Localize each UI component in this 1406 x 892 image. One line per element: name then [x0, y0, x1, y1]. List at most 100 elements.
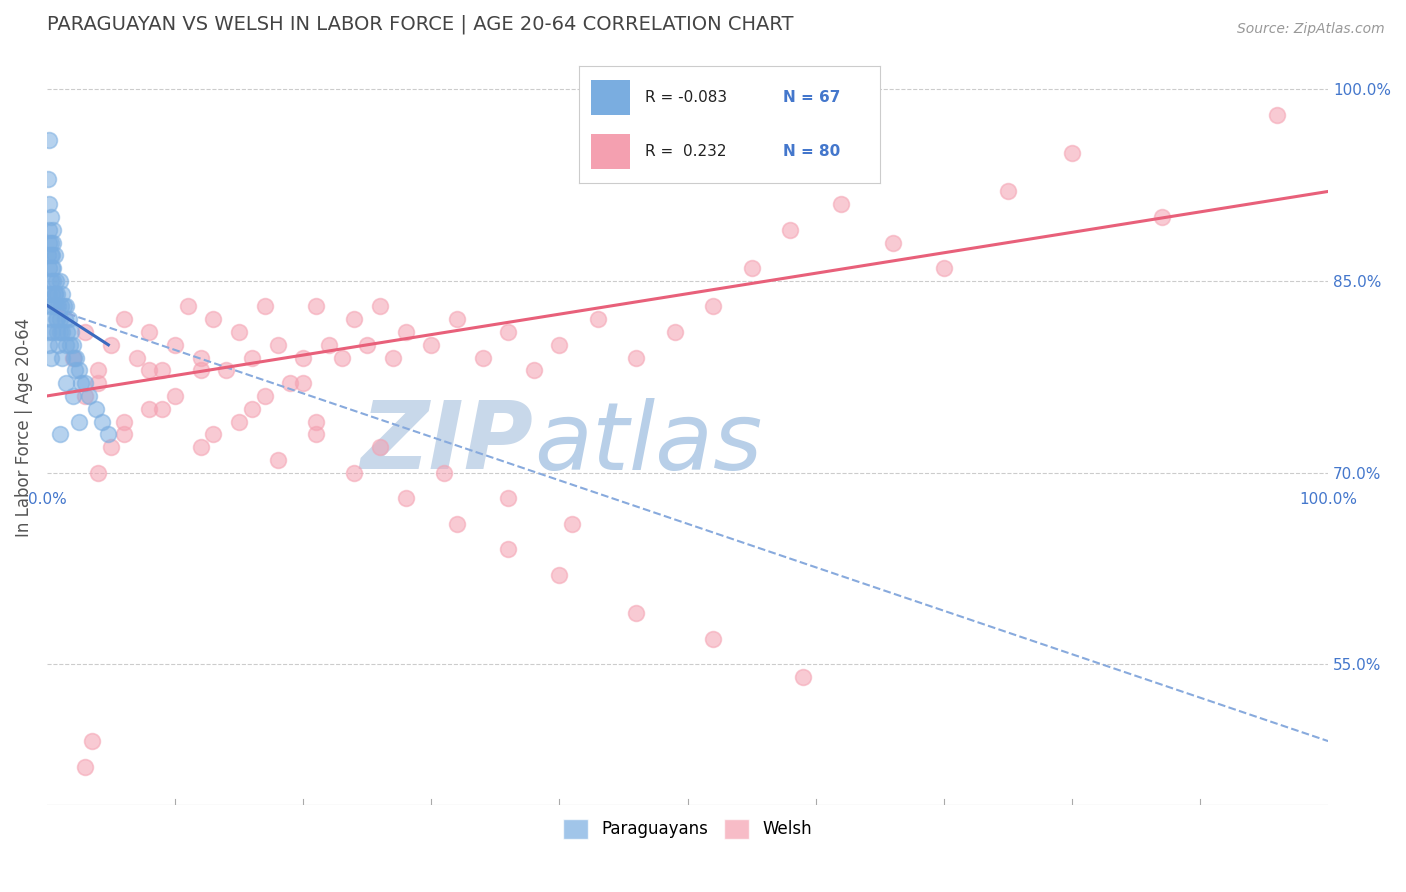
- Point: [1060, 146, 1083, 161]
- Point: [395, 491, 418, 506]
- Point: [63, 363, 86, 377]
- Text: PARAGUAYAN VS WELSH IN LABOR FORCE | AGE 20-64 CORRELATION CHART: PARAGUAYAN VS WELSH IN LABOR FORCE | AGE…: [46, 15, 793, 35]
- Point: [38, 300, 60, 314]
- Point: [305, 415, 328, 429]
- Point: [381, 351, 404, 365]
- Point: [830, 197, 852, 211]
- Point: [496, 542, 519, 557]
- Point: [70, 376, 93, 391]
- Point: [44, 286, 66, 301]
- Point: [496, 325, 519, 339]
- Point: [42, 261, 65, 276]
- Point: [138, 401, 160, 416]
- Point: [138, 325, 160, 339]
- Point: [202, 312, 225, 326]
- Point: [44, 286, 66, 301]
- Point: [42, 223, 65, 237]
- Point: [37, 248, 59, 262]
- Point: [41, 325, 63, 339]
- Point: [38, 261, 60, 276]
- Point: [48, 312, 70, 326]
- Point: [548, 338, 571, 352]
- Text: Source: ZipAtlas.com: Source: ZipAtlas.com: [1237, 22, 1385, 37]
- Point: [368, 300, 391, 314]
- Point: [62, 351, 84, 365]
- Point: [125, 351, 148, 365]
- Point: [84, 401, 107, 416]
- Point: [45, 300, 67, 314]
- Point: [37, 325, 59, 339]
- Point: [368, 440, 391, 454]
- Text: 0.0%: 0.0%: [28, 492, 66, 507]
- Point: [67, 415, 90, 429]
- Point: [53, 312, 76, 326]
- Point: [97, 427, 120, 442]
- Point: [75, 389, 97, 403]
- Point: [38, 235, 60, 250]
- Point: [44, 248, 66, 262]
- Point: [100, 440, 122, 454]
- Point: [112, 427, 135, 442]
- Point: [1265, 108, 1288, 122]
- Point: [75, 325, 97, 339]
- Point: [253, 300, 276, 314]
- Point: [1150, 210, 1173, 224]
- Point: [150, 363, 173, 377]
- Point: [202, 427, 225, 442]
- Point: [87, 376, 110, 391]
- Point: [42, 235, 65, 250]
- Point: [52, 300, 75, 314]
- Point: [49, 300, 72, 314]
- Point: [39, 312, 62, 326]
- Point: [48, 274, 70, 288]
- Point: [112, 415, 135, 429]
- Text: ZIP: ZIP: [361, 397, 534, 489]
- Point: [91, 415, 114, 429]
- Point: [112, 312, 135, 326]
- Point: [190, 363, 212, 377]
- Point: [38, 223, 60, 237]
- Point: [561, 516, 583, 531]
- Point: [190, 351, 212, 365]
- Point: [253, 389, 276, 403]
- Point: [626, 607, 648, 621]
- Point: [67, 363, 90, 377]
- Point: [664, 325, 686, 339]
- Point: [62, 389, 84, 403]
- Point: [330, 351, 353, 365]
- Point: [292, 376, 315, 391]
- Point: [48, 427, 70, 442]
- Point: [446, 516, 468, 531]
- Point: [39, 274, 62, 288]
- Point: [48, 300, 70, 314]
- Point: [48, 325, 70, 339]
- Point: [163, 338, 186, 352]
- Point: [741, 261, 763, 276]
- Point: [55, 376, 77, 391]
- Point: [59, 338, 82, 352]
- Point: [343, 312, 366, 326]
- Point: [150, 401, 173, 416]
- Point: [240, 351, 263, 365]
- Point: [586, 312, 609, 326]
- Point: [46, 286, 69, 301]
- Point: [46, 325, 69, 339]
- Text: atlas: atlas: [534, 398, 762, 489]
- Point: [37, 171, 59, 186]
- Point: [626, 351, 648, 365]
- Point: [87, 363, 110, 377]
- Point: [51, 325, 73, 339]
- Point: [163, 389, 186, 403]
- Point: [446, 312, 468, 326]
- Point: [228, 325, 250, 339]
- Point: [266, 338, 288, 352]
- Point: [62, 351, 84, 365]
- Legend: Paraguayans, Welsh: Paraguayans, Welsh: [555, 812, 820, 846]
- Point: [779, 223, 801, 237]
- Point: [882, 235, 904, 250]
- Point: [45, 274, 67, 288]
- Point: [932, 261, 955, 276]
- Point: [292, 351, 315, 365]
- Point: [318, 338, 340, 352]
- Point: [41, 286, 63, 301]
